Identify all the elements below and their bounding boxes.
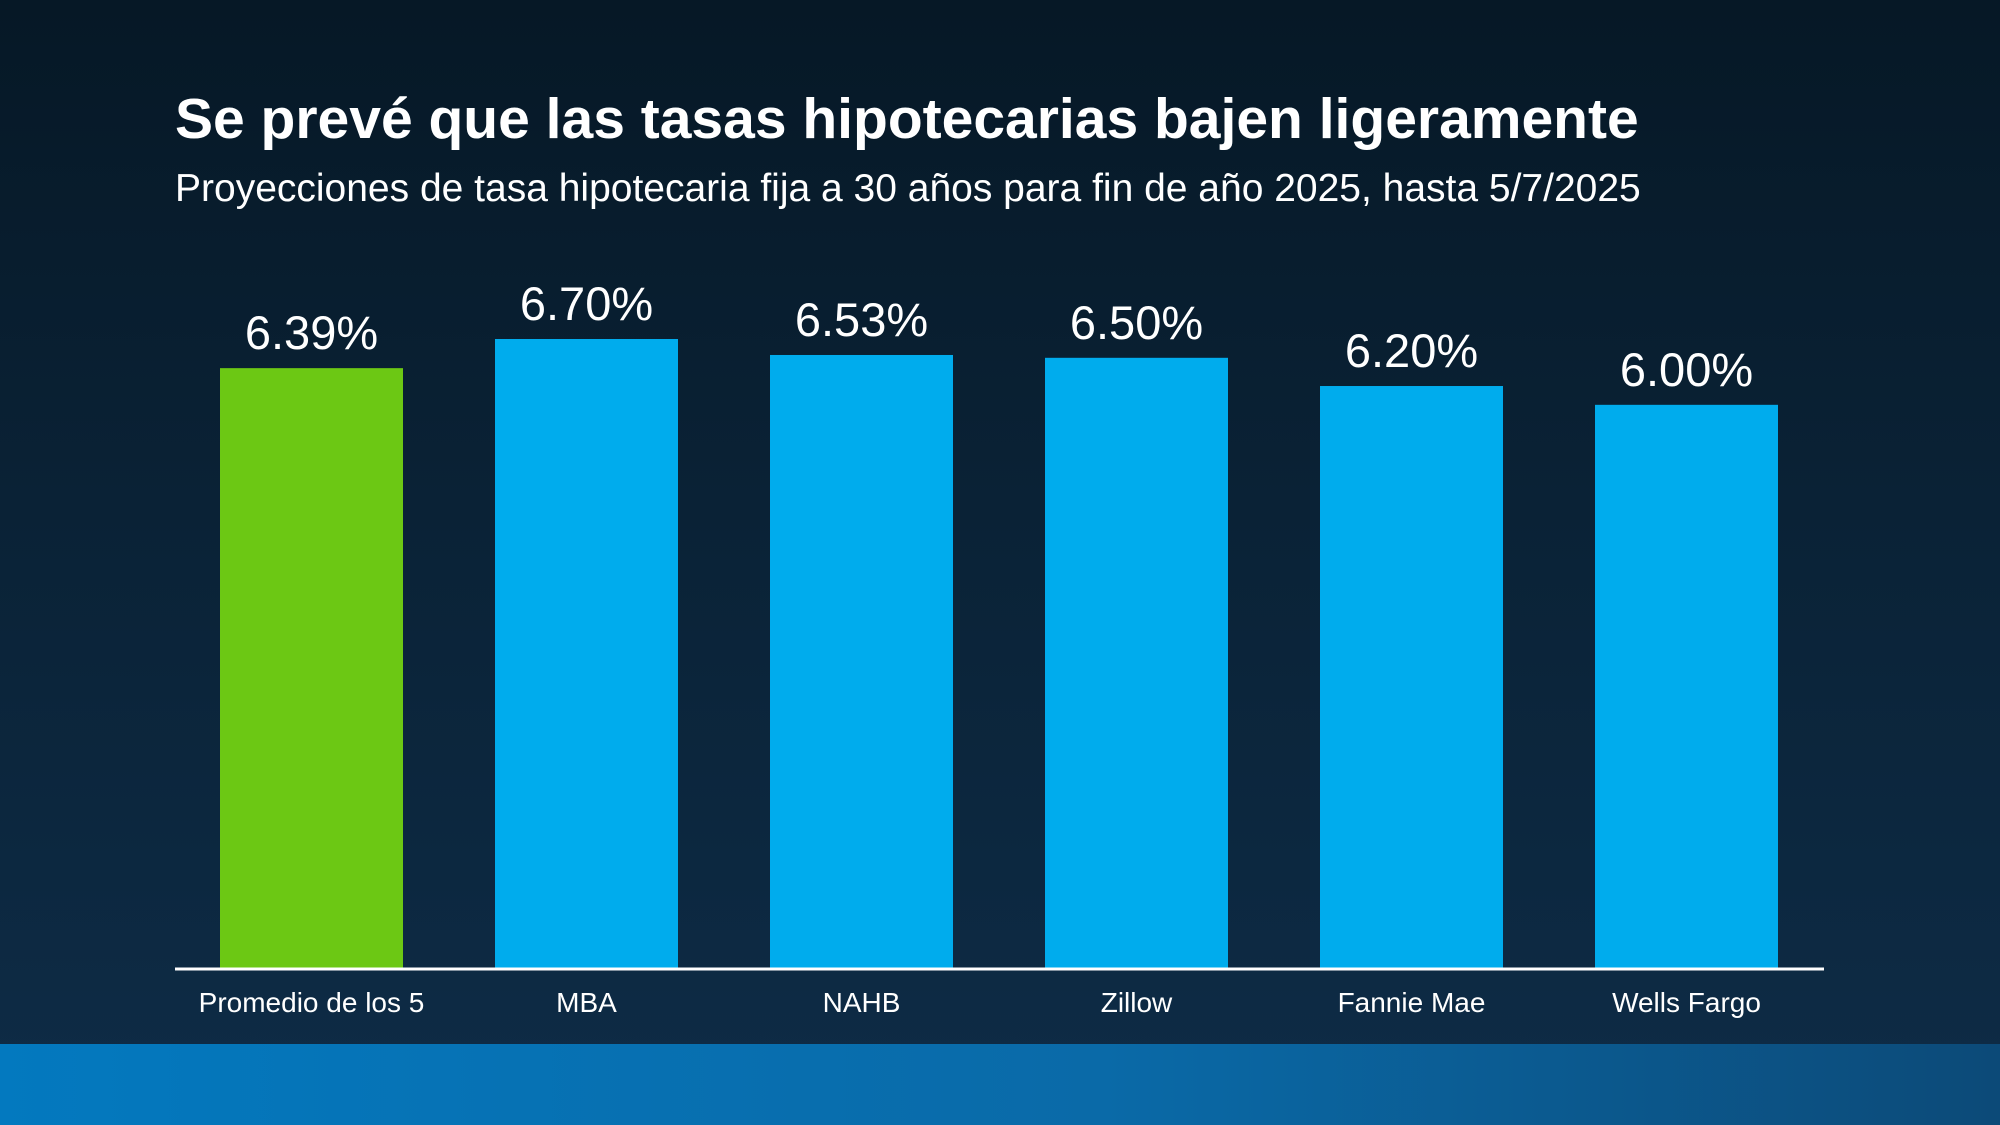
category-label-2: NAHB (823, 987, 901, 1018)
data-label-0: 6.39% (245, 306, 378, 359)
data-label-2: 6.53% (795, 293, 928, 346)
chart-subtitle: Proyecciones de tasa hipotecaria fija a … (175, 167, 1641, 210)
data-label-1: 6.70% (520, 277, 653, 330)
bar-0 (220, 368, 403, 969)
category-label-1: MBA (556, 987, 617, 1018)
category-label-3: Zillow (1101, 987, 1173, 1018)
data-label-3: 6.50% (1070, 296, 1203, 349)
category-label-0: Promedio de los 5 (199, 987, 425, 1018)
bar-5 (1595, 404, 1778, 969)
data-label-4: 6.20% (1345, 324, 1478, 377)
bar-3 (1045, 357, 1228, 969)
bar-1 (495, 339, 678, 969)
chart-title: Se prevé que las tasas hipotecarias baje… (175, 87, 1639, 151)
data-label-5: 6.00% (1620, 343, 1753, 396)
bar-2 (770, 354, 953, 969)
category-label-5: Wells Fargo (1612, 987, 1761, 1018)
footer-band (0, 1044, 2000, 1125)
category-label-4: Fannie Mae (1338, 987, 1486, 1018)
bar-4 (1320, 386, 1503, 970)
